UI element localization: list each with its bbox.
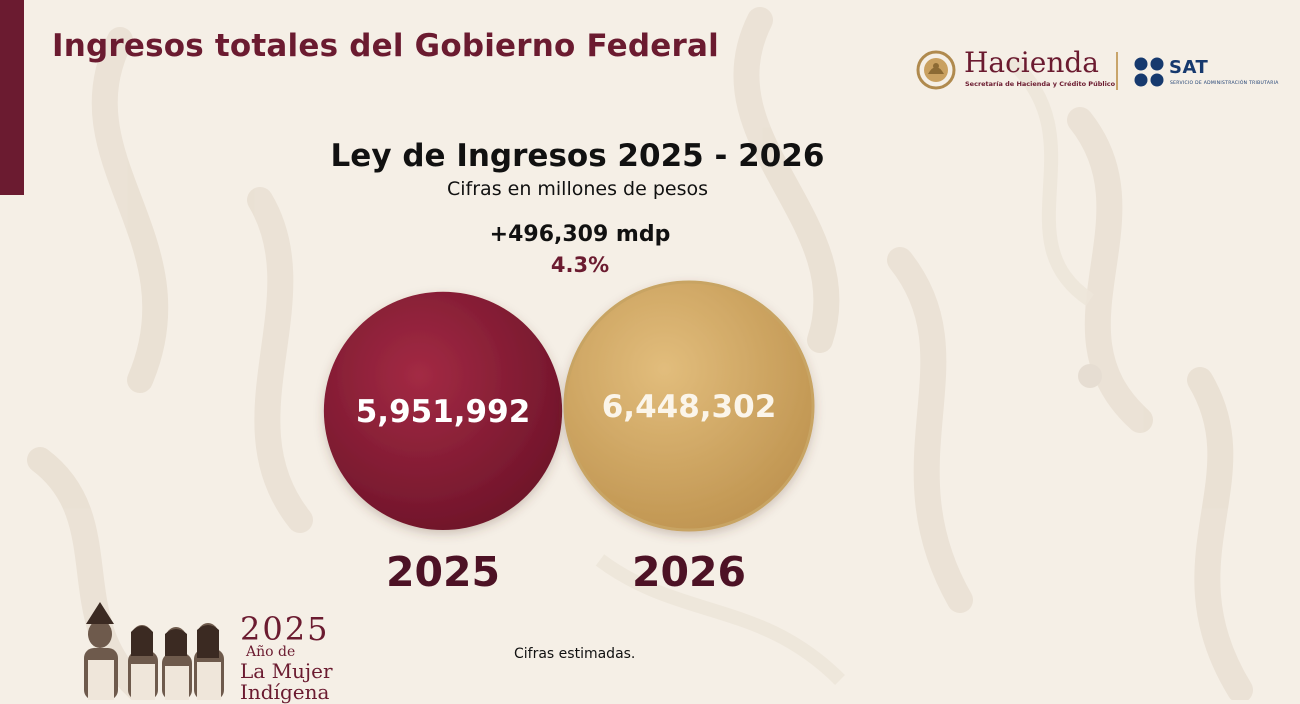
bubble-value-2025: 5,951,992 bbox=[356, 394, 531, 430]
year-label-2026: 2026 bbox=[632, 548, 746, 596]
year-label-2025: 2025 bbox=[386, 548, 500, 596]
logo-divider bbox=[1116, 52, 1118, 90]
difference-absolute: +496,309 mdp bbox=[489, 222, 671, 247]
chart-title: Ley de Ingresos 2025 - 2026 bbox=[330, 138, 825, 174]
hacienda-logo-text: Hacienda bbox=[964, 46, 1099, 79]
footnote: Cifras estimadas. bbox=[514, 646, 636, 662]
chart-subtitle: Cifras en millones de pesos bbox=[447, 178, 708, 200]
campaign-logo: 2025 Año de La Mujer Indígena bbox=[62, 598, 342, 704]
bubble-2026 bbox=[563, 280, 815, 532]
accent-bar bbox=[0, 0, 24, 195]
sat-logo-icon bbox=[1134, 57, 1164, 87]
bubble-2025 bbox=[323, 291, 563, 530]
bubble-value-2026: 6,448,302 bbox=[602, 389, 777, 425]
hacienda-logo-subtitle: Secretaría de Hacienda y Crédito Público bbox=[965, 80, 1116, 88]
indigenous-women-illustration bbox=[84, 602, 224, 700]
sat-logo-text: SAT bbox=[1169, 57, 1209, 78]
page-title: Ingresos totales del Gobierno Federal bbox=[52, 28, 719, 64]
sat-logo-subtitle: SERVICIO DE ADMINISTRACIÓN TRIBUTARIA bbox=[1170, 81, 1279, 86]
campaign-line-1: Año de bbox=[246, 644, 296, 660]
national-seal-icon bbox=[916, 50, 956, 90]
campaign-line-2: La Mujer bbox=[240, 659, 333, 683]
campaign-line-3: Indígena bbox=[240, 680, 330, 704]
campaign-year: 2025 bbox=[240, 610, 330, 648]
difference-percent: 4.3% bbox=[550, 253, 610, 277]
institution-logos: Hacienda Secretaría de Hacienda y Crédit… bbox=[916, 46, 1280, 94]
